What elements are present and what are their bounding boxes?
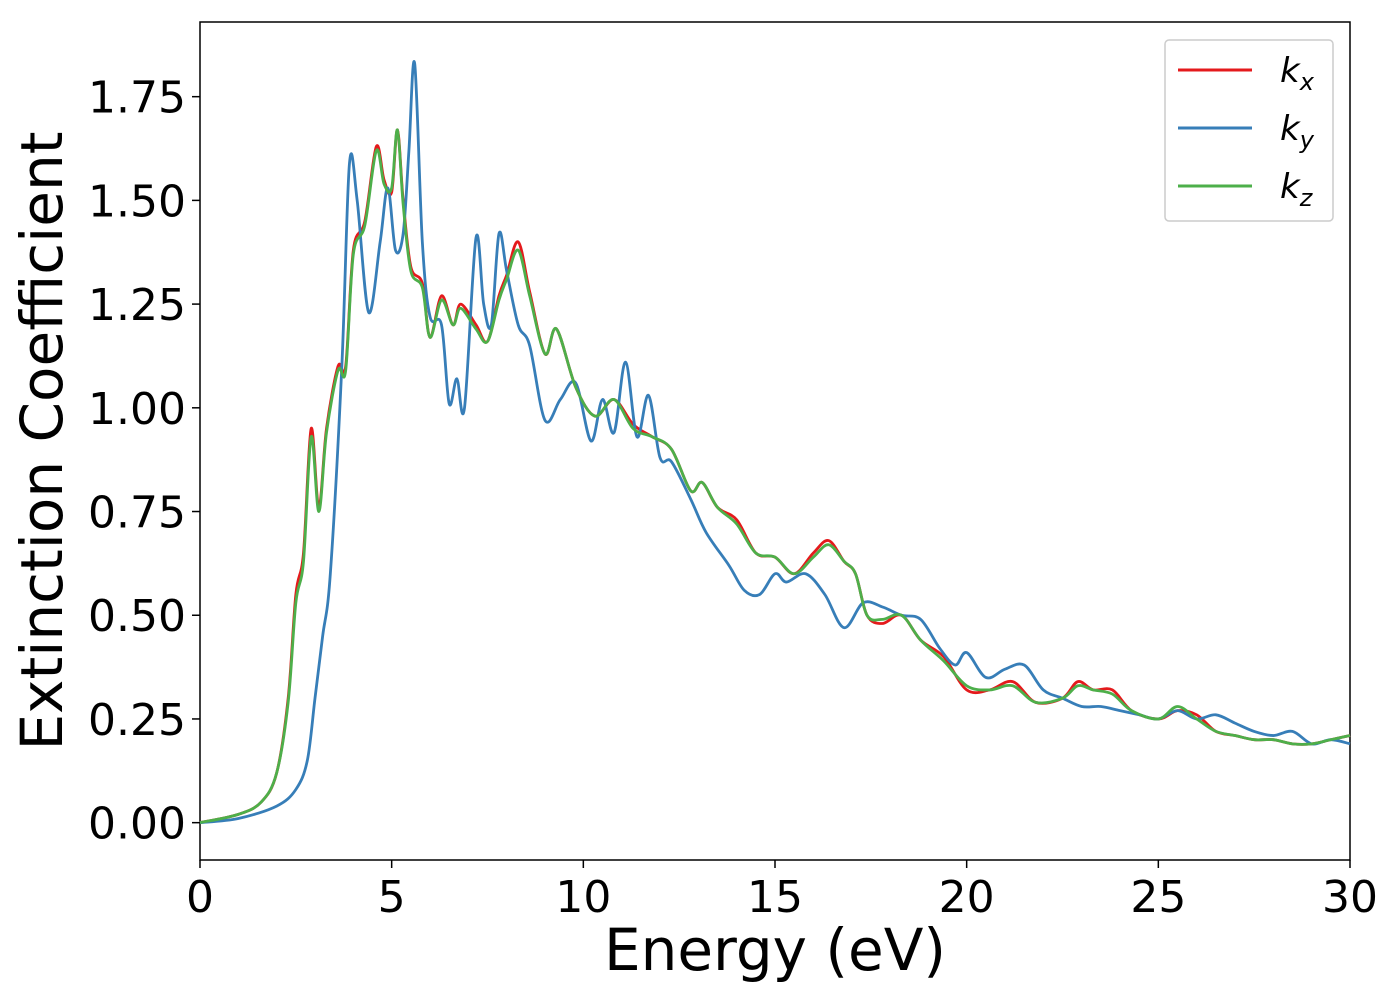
series-line-y <box>199 60 1351 825</box>
x-axis-label: Energy (eV) <box>604 916 946 984</box>
y-tick-label: 0.75 <box>88 488 186 539</box>
x-tick-label: 25 <box>1130 872 1186 923</box>
x-tick-label: 15 <box>747 872 803 923</box>
legend-label-z: kz <box>1280 167 1314 212</box>
legend-items: kx ky kz <box>1178 51 1315 212</box>
y-axis: 0.00 0.25 0.50 0.75 1.00 1.25 1.50 1.75 <box>88 73 200 850</box>
y-tick-label: 0.00 <box>88 799 186 850</box>
legend-label-y: ky <box>1280 109 1315 154</box>
y-tick-label: 0.50 <box>88 591 186 642</box>
y-tick-label: 1.50 <box>88 176 186 227</box>
series-layer <box>199 60 1351 825</box>
x-tick-label: 0 <box>186 872 214 923</box>
y-tick-label: 0.25 <box>88 695 186 746</box>
y-tick-label: 1.25 <box>88 280 186 331</box>
y-axis-label: Extinction Coefficient <box>8 132 76 751</box>
x-tick-label: 30 <box>1322 872 1378 923</box>
x-tick-label: 10 <box>555 872 611 923</box>
x-tick-label: 5 <box>378 872 406 923</box>
series-line-z <box>199 128 1351 825</box>
plot-area <box>199 21 1351 861</box>
y-tick-label: 1.75 <box>88 73 186 124</box>
legend: kx ky kz <box>1164 39 1334 222</box>
x-axis: 0 5 10 15 20 25 30 <box>186 860 1378 923</box>
legend-label-x: kx <box>1280 51 1315 96</box>
x-tick-label: 20 <box>939 872 995 923</box>
y-tick-label: 1.00 <box>88 384 186 435</box>
legend-box <box>1164 39 1334 222</box>
